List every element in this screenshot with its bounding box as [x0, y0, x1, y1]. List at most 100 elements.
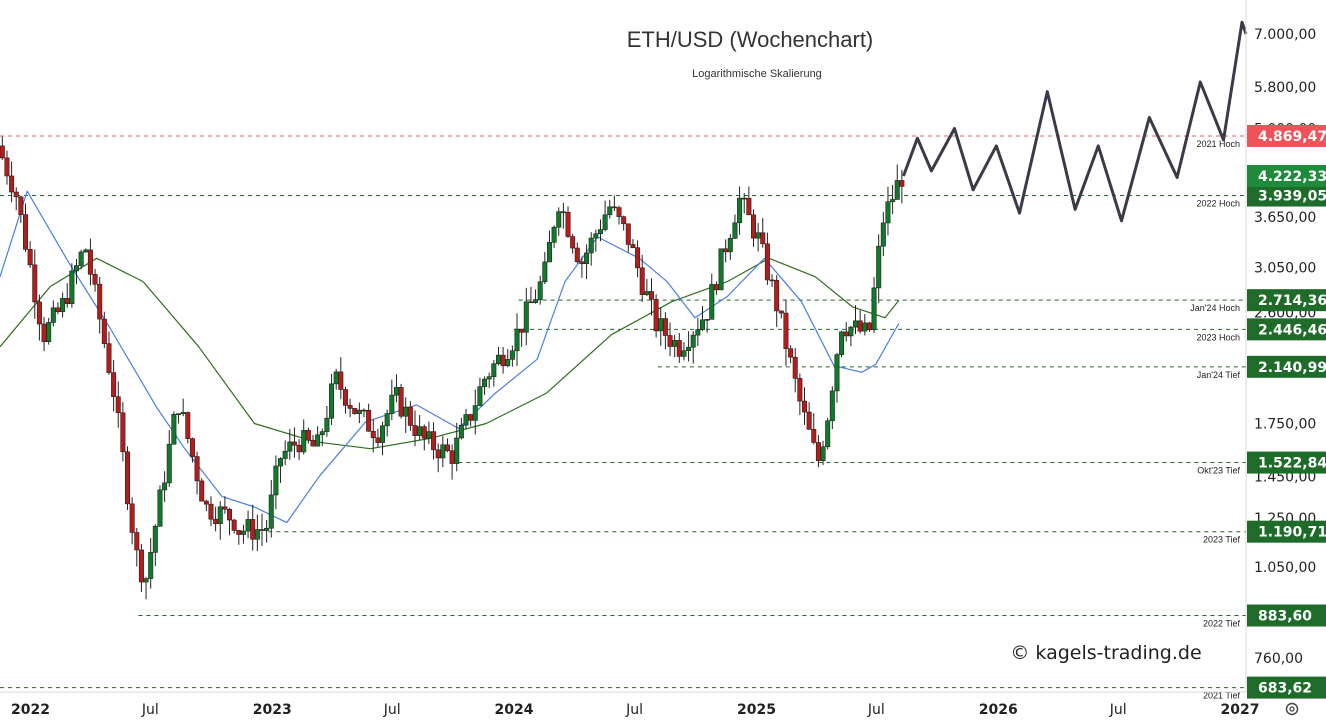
candle-body: [750, 214, 756, 239]
candle-body: [162, 482, 168, 491]
candle-body: [755, 232, 761, 239]
candle-body: [347, 405, 353, 409]
candles-group: [0, 136, 905, 600]
candle-body: [839, 331, 845, 355]
candle-body: [282, 450, 288, 459]
candle-body: [695, 329, 701, 336]
candle-body: [157, 489, 163, 527]
candle-body: [764, 243, 770, 281]
candle-body: [741, 197, 747, 200]
candle-body: [407, 406, 413, 426]
candle-body: [310, 439, 316, 447]
candle-body: [713, 284, 719, 291]
candle-body: [528, 301, 534, 304]
level-name-label: Okt'23 Tief: [1197, 466, 1240, 476]
candle-body: [644, 291, 650, 295]
candle-body: [509, 350, 515, 360]
level-price-tag-label: 1.522,84: [1258, 456, 1326, 472]
candle-body: [259, 529, 265, 531]
candle-body: [681, 350, 687, 357]
candle-body: [843, 331, 849, 337]
candle-body: [588, 237, 594, 254]
level-price-tag-label: 3.939,05: [1258, 189, 1326, 205]
candle-body: [667, 335, 673, 347]
candle-body: [621, 216, 627, 225]
candle-body: [639, 267, 645, 295]
moving-average-slow-line: [0, 257, 900, 450]
candle-body: [523, 301, 529, 333]
candle-body: [250, 519, 256, 540]
candle-body: [254, 529, 260, 540]
candle-body: [676, 340, 682, 357]
candle-body: [653, 299, 659, 332]
candle-body: [727, 238, 733, 253]
level-lines-group: 2021 Hoch 2022 Hoch Jan'24 Hoch 2023 Hoch Ja…: [0, 135, 1246, 701]
candle-body: [203, 500, 209, 505]
candle-body: [848, 326, 854, 337]
candle-body: [171, 413, 177, 445]
gear-icon[interactable]: [1285, 702, 1299, 716]
candle-body: [551, 226, 557, 243]
level-price-tag: [1247, 520, 1326, 543]
candle-body: [189, 438, 195, 457]
candle-body: [556, 211, 562, 228]
candle-body: [129, 503, 135, 533]
candle-body: [806, 411, 812, 430]
candle-body: [333, 371, 339, 385]
candle-body: [829, 390, 835, 422]
candle-body: [36, 301, 42, 325]
candle-body: [597, 229, 603, 235]
candle-body: [820, 446, 826, 461]
candle-body: [370, 430, 376, 439]
candle-body: [0, 145, 5, 159]
candle-body: [60, 298, 66, 312]
candle-body: [746, 197, 752, 216]
candle-body: [672, 340, 678, 347]
candle-body: [319, 431, 325, 436]
candle-body: [273, 465, 279, 496]
candle-body: [866, 322, 872, 331]
candle-body: [264, 527, 270, 531]
candle-body: [560, 211, 566, 213]
candle-body: [704, 319, 710, 321]
candle-body: [797, 378, 803, 402]
candle-body: [213, 518, 219, 524]
price-tick-label: 760,00: [1254, 651, 1303, 667]
level-tags-group: 4.869,47 3.939,05 2.714,36 2.446,46 2.140,99…: [1247, 124, 1326, 699]
candle-body: [630, 244, 636, 249]
price-tick-label: 3.050,00: [1254, 260, 1316, 276]
candle-body: [125, 451, 131, 505]
candle-body: [825, 420, 831, 448]
candle-body: [783, 312, 789, 349]
candle-body: [565, 211, 571, 237]
copyright-text: © kagels-trading.de: [1010, 642, 1201, 664]
candle-body: [802, 400, 808, 413]
candle-body: [885, 201, 891, 224]
candle-body: [185, 412, 191, 439]
candle-body: [778, 310, 784, 314]
candle-body: [301, 430, 307, 453]
candle-body: [366, 409, 372, 432]
time-tick-label: 2025: [737, 702, 776, 718]
candle-body: [41, 323, 47, 343]
candle-body: [570, 236, 576, 249]
candle-body: [4, 157, 10, 177]
candle-body: [616, 207, 622, 217]
level-name-label: 2023 Tief: [1203, 535, 1241, 545]
candle-body: [152, 526, 158, 553]
time-axis-ticks[interactable]: 2022 Jul 2023 Jul 2024 Jul 2025 Jul 2026 Jul 2027: [11, 702, 1260, 718]
candle-body: [857, 320, 863, 332]
candle-body: [87, 249, 93, 275]
candle-body: [180, 412, 186, 415]
level-price-tag-label: 683,62: [1258, 681, 1312, 697]
chart-title: ETH/USD (Wochenchart): [627, 27, 874, 52]
level-price-tag-label: 2.140,99: [1258, 360, 1326, 376]
candle-body: [245, 519, 251, 532]
time-tick-label: Jul: [867, 702, 885, 718]
candle-body: [444, 444, 450, 452]
candle-body: [115, 396, 121, 414]
candle-body: [648, 291, 654, 300]
price-tick-label: 3.650,00: [1254, 210, 1316, 226]
candle-body: [166, 443, 172, 484]
